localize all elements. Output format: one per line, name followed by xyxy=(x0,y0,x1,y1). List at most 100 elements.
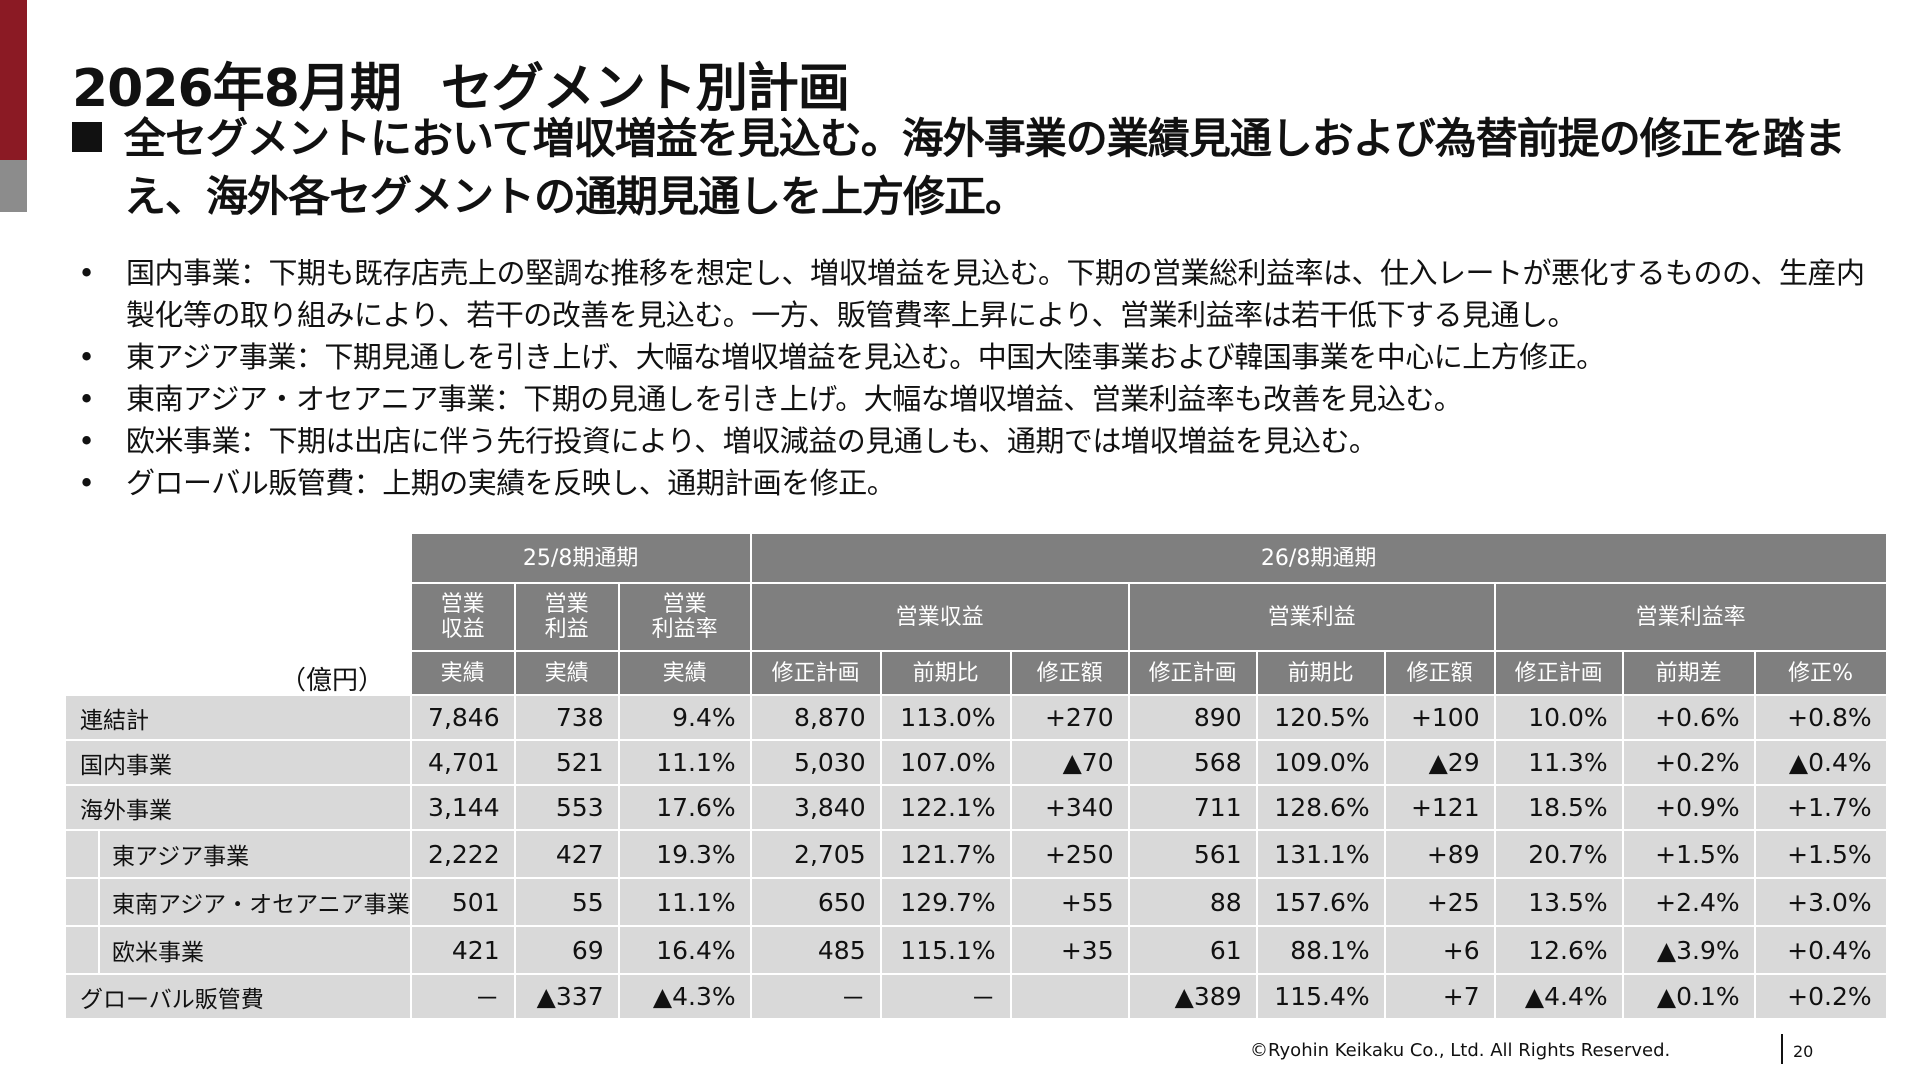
value-cell: 521 xyxy=(513,739,620,786)
value-cell: 3,840 xyxy=(749,784,882,831)
header-prev-margin: 営業 利益率 xyxy=(617,582,752,652)
bullet-text: 東アジア事業：下期見通しを引き上げ、大幅な増収増益を見込む。中国大陸事業および韓… xyxy=(126,340,1605,374)
value-cell: 2,705 xyxy=(749,829,882,879)
value-cell: +6 xyxy=(1383,925,1496,975)
value-cell: 55 xyxy=(513,877,620,927)
lead-text: 全セグメントにおいて増収増益を見込む。海外事業の業績見通しおよび為替前提の修正を… xyxy=(124,114,1846,221)
header-line: 営業 xyxy=(440,592,485,617)
value-cell: － xyxy=(409,973,516,1020)
value-cell: 7,846 xyxy=(409,694,516,741)
value-cell xyxy=(1009,973,1130,1020)
table-row: 国内事業 4,701 521 11.1% 5,030 107.0% ▲70 568 109.0%… xyxy=(64,739,1888,786)
page-title-subject: セグメント別計画 xyxy=(440,59,850,119)
value-cell: +0.6% xyxy=(1621,694,1756,741)
table-row: 東南アジア・オセアニア事業 501 55 11.1% 650 129.7% +55 88 157… xyxy=(64,877,1888,927)
value-cell: 485 xyxy=(749,925,882,975)
bullet-item-sea-oceania: • 東南アジア・オセアニア事業：下期の見通しを引き上げ。大幅な増収増益、営業利益率… xyxy=(78,378,1868,420)
segment-plan-table: 25/8期通期 26/8期通期 営業 収益 営業 利益 営業 利益率 営業収益 営業利… xyxy=(64,532,1888,1020)
sub-header-cell: 実績 xyxy=(617,650,752,696)
header-group-revenue: 営業収益 xyxy=(749,582,1130,652)
value-cell: +1.7% xyxy=(1753,784,1888,831)
value-cell: 8,870 xyxy=(749,694,882,741)
header-line: 利益率 xyxy=(651,617,718,642)
header-prev-profit: 営業 利益 xyxy=(513,582,620,652)
page-divider xyxy=(1781,1034,1783,1064)
sub-header-cell: 修正計画 xyxy=(1493,650,1624,696)
bullet-dot-icon: • xyxy=(78,466,95,500)
value-cell: 107.0% xyxy=(879,739,1012,786)
square-bullet-icon xyxy=(72,122,102,152)
lead-statement: 全セグメントにおいて増収増益を見込む。海外事業の業績見通しおよび為替前提の修正を… xyxy=(72,110,1852,226)
bullet-text: 国内事業：下期も既存店売上の堅調な推移を想定し、増収増益を見込む。下期の営業総利… xyxy=(126,256,1865,332)
row-label: 連結計 xyxy=(64,694,412,741)
value-cell: 19.3% xyxy=(617,829,752,879)
bullet-item-east-asia: • 東アジア事業：下期見通しを引き上げ、大幅な増収増益を見込む。中国大陸事業および… xyxy=(78,336,1868,378)
value-cell: 5,030 xyxy=(749,739,882,786)
bullet-item-domestic: • 国内事業：下期も既存店売上の堅調な推移を想定し、増収増益を見込む。下期の営業総… xyxy=(78,252,1868,336)
value-cell: +3.0% xyxy=(1753,877,1888,927)
value-cell: 131.1% xyxy=(1255,829,1386,879)
value-cell: 157.6% xyxy=(1255,877,1386,927)
value-cell: 120.5% xyxy=(1255,694,1386,741)
bullet-text: グローバル販管費：上期の実績を反映し、通期計画を修正。 xyxy=(126,466,896,500)
value-cell: 121.7% xyxy=(879,829,1012,879)
value-cell: +0.9% xyxy=(1621,784,1756,831)
value-cell: 113.0% xyxy=(879,694,1012,741)
header-period-curr: 26/8期通期 xyxy=(749,532,1888,584)
sub-header-cell: 修正計画 xyxy=(749,650,882,696)
value-cell: 11.1% xyxy=(617,877,752,927)
value-cell: 88 xyxy=(1127,877,1258,927)
bullet-item-euro-us: • 欧米事業：下期は出店に伴う先行投資により、増収減益の見通しも、通期では増収増益… xyxy=(78,420,1868,462)
sub-header-cell: 前期比 xyxy=(879,650,1012,696)
value-cell: 109.0% xyxy=(1255,739,1386,786)
value-cell: +100 xyxy=(1383,694,1496,741)
value-cell: +2.4% xyxy=(1621,877,1756,927)
value-cell: +0.8% xyxy=(1753,694,1888,741)
value-cell: 711 xyxy=(1127,784,1258,831)
value-cell: ▲4.4% xyxy=(1493,973,1624,1020)
table-row: 海外事業 3,144 553 17.6% 3,840 122.1% +340 711 128.6… xyxy=(64,784,1888,831)
header-line: 営業 xyxy=(544,592,589,617)
table-row: 欧米事業 421 69 16.4% 485 115.1% +35 61 88.1% +6 12.6%… xyxy=(64,925,1888,975)
value-cell: 10.0% xyxy=(1493,694,1624,741)
value-cell: +270 xyxy=(1009,694,1130,741)
value-cell: 427 xyxy=(513,829,620,879)
page-title: 2026年8月期 セグメント別計画 xyxy=(72,46,850,121)
sub-header-cell: 修正計画 xyxy=(1127,650,1258,696)
value-cell: ▲0.1% xyxy=(1621,973,1756,1020)
bullet-dot-icon: • xyxy=(78,256,95,290)
row-label: 東アジア事業 xyxy=(98,829,412,879)
unit-cell xyxy=(64,650,412,696)
value-cell: +55 xyxy=(1009,877,1130,927)
sub-header-cell: 修正% xyxy=(1753,650,1888,696)
value-cell: +1.5% xyxy=(1753,829,1888,879)
value-cell: 3,144 xyxy=(409,784,516,831)
value-cell: 4,701 xyxy=(409,739,516,786)
value-cell: ▲4.3% xyxy=(617,973,752,1020)
value-cell: +35 xyxy=(1009,925,1130,975)
header-group-margin: 営業利益率 xyxy=(1493,582,1888,652)
value-cell: 9.4% xyxy=(617,694,752,741)
header-line: 利益 xyxy=(544,617,589,642)
header-line: 収益 xyxy=(440,617,485,642)
row-label: 東南アジア・オセアニア事業 xyxy=(98,877,412,927)
value-cell: +1.5% xyxy=(1621,829,1756,879)
header-prev-revenue: 営業 収益 xyxy=(409,582,516,652)
bullet-text: 東南アジア・オセアニア事業：下期の見通しを引き上げ。大幅な増収増益、営業利益率も… xyxy=(126,382,1463,416)
indent-strip xyxy=(64,925,100,975)
value-cell: ▲389 xyxy=(1127,973,1258,1020)
accent-bar-gray xyxy=(0,160,27,212)
value-cell: 88.1% xyxy=(1255,925,1386,975)
value-cell: － xyxy=(879,973,1012,1020)
value-cell: 13.5% xyxy=(1493,877,1624,927)
bullet-dot-icon: • xyxy=(78,424,95,458)
value-cell: ▲29 xyxy=(1383,739,1496,786)
page-number: 20 xyxy=(1793,1042,1814,1061)
value-cell: 17.6% xyxy=(617,784,752,831)
header-period-prev: 25/8期通期 xyxy=(409,532,752,584)
value-cell: 421 xyxy=(409,925,516,975)
table-row: 東アジア事業 2,222 427 19.3% 2,705 121.7% +250 561 131… xyxy=(64,829,1888,879)
sub-header-cell: 修正額 xyxy=(1383,650,1496,696)
page-title-period: 2026年8月期 xyxy=(72,59,402,119)
table-corner xyxy=(64,532,412,652)
